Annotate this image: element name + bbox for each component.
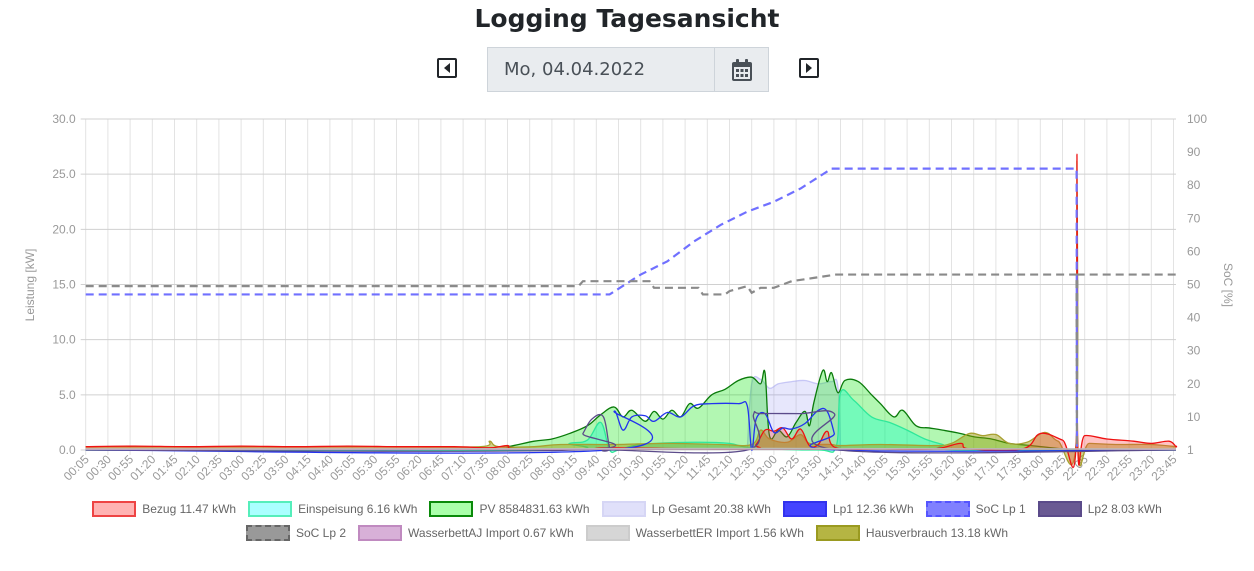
y2-tick-label: 100 bbox=[1187, 112, 1207, 126]
y2-axis-title: SoC [%] bbox=[1221, 263, 1235, 307]
series-soc-1-line bbox=[85, 167, 1079, 447]
legend-swatch bbox=[601, 501, 646, 517]
y-tick-label: 15.0 bbox=[52, 278, 76, 292]
series-einspeisung-area bbox=[85, 389, 1177, 453]
legend-item[interactable]: SoC Lp 1 bbox=[925, 501, 1026, 517]
calendar-icon bbox=[731, 58, 752, 81]
legend-label: Bezug 11.47 kWh bbox=[142, 502, 237, 516]
legend-swatch bbox=[245, 525, 290, 541]
legend-swatch bbox=[1037, 501, 1082, 517]
y2-tick-label: 1 bbox=[1187, 443, 1194, 457]
legend-label: PV 8584831.63 kWh bbox=[479, 502, 590, 516]
series-wasserbetter bbox=[85, 447, 1177, 450]
date-picker[interactable]: Mo, 04.04.2022 bbox=[487, 47, 769, 92]
series-pv-line bbox=[85, 369, 1177, 451]
next-day-button[interactable] bbox=[799, 58, 819, 78]
legend-label: WasserbettER Import 1.56 kWh bbox=[635, 526, 804, 540]
legend-item[interactable]: Hausverbrauch 13.18 kWh bbox=[815, 525, 1008, 541]
series-pv bbox=[85, 369, 1177, 451]
y-axis-title: Leistung [kW] bbox=[23, 249, 37, 322]
legend-swatch bbox=[925, 501, 970, 517]
legend-label: Lp Gesamt 20.38 kWh bbox=[651, 502, 771, 516]
power-chart: 00:0500:3000:5501:2001:4502:1002:3503:00… bbox=[23, 112, 1235, 483]
y2-tick-label: 60 bbox=[1187, 244, 1201, 258]
legend-item[interactable]: SoC Lp 2 bbox=[245, 525, 347, 541]
series-soc-2-line bbox=[85, 273, 1176, 447]
y2-tick-label: 20 bbox=[1187, 377, 1201, 391]
x-tick-label: 23:45 bbox=[1148, 452, 1179, 483]
legend-swatch bbox=[782, 501, 827, 517]
series-pv-area bbox=[85, 369, 1177, 451]
y-tick-label: 5.0 bbox=[59, 388, 76, 402]
series-lp-line bbox=[746, 375, 842, 451]
legend-row-1: Bezug 11.47 kWh Einspeisung 6.16 kWh PV 85… bbox=[0, 501, 1254, 517]
legend-label: Einspeisung 6.16 kWh bbox=[298, 502, 418, 516]
y2-tick-label: 40 bbox=[1187, 311, 1201, 325]
legend-swatch bbox=[429, 501, 474, 517]
legend-swatch bbox=[92, 501, 137, 517]
legend-item[interactable]: Lp Gesamt 20.38 kWh bbox=[601, 501, 771, 517]
legend-item[interactable]: Einspeisung 6.16 kWh bbox=[248, 501, 417, 517]
legend-swatch bbox=[815, 525, 860, 541]
y2-tick-label: 90 bbox=[1187, 145, 1201, 159]
legend-swatch bbox=[358, 525, 403, 541]
legend-label: Hausverbrauch 13.18 kWh bbox=[865, 526, 1008, 540]
legend-item[interactable]: Lp1 12.36 kWh bbox=[782, 501, 914, 517]
caret-right-icon bbox=[806, 63, 812, 73]
legend-label: Lp2 8.03 kWh bbox=[1087, 502, 1162, 516]
y-tick-label: 30.0 bbox=[52, 112, 76, 126]
y2-tick-label: 10 bbox=[1187, 410, 1201, 424]
legend-label: SoC Lp 1 bbox=[975, 502, 1026, 516]
legend-item[interactable]: WasserbettER Import 1.56 kWh bbox=[585, 525, 804, 541]
previous-day-button[interactable] bbox=[437, 58, 457, 78]
y2-tick-label: 50 bbox=[1187, 278, 1201, 292]
legend-row-2: SoC Lp 2 WasserbettAJ Import 0.67 kWh Wass… bbox=[0, 525, 1254, 541]
legend-label: SoC Lp 2 bbox=[295, 526, 347, 540]
calendar-button[interactable] bbox=[714, 48, 768, 91]
y-tick-label: 10.0 bbox=[52, 333, 76, 347]
series-soc-2 bbox=[85, 273, 1176, 447]
y-tick-label: 0.0 bbox=[59, 443, 76, 457]
page-title: Logging Tagesansicht bbox=[474, 4, 780, 33]
legend-swatch bbox=[248, 501, 293, 517]
legend-label: WasserbettAJ Import 0.67 kWh bbox=[408, 526, 574, 540]
y2-tick-label: 30 bbox=[1187, 344, 1201, 358]
y2-tick-label: 70 bbox=[1187, 211, 1201, 225]
y-tick-label: 25.0 bbox=[52, 167, 76, 181]
legend-item[interactable]: WasserbettAJ Import 0.67 kWh bbox=[358, 525, 574, 541]
y2-tick-label: 80 bbox=[1187, 178, 1201, 192]
series-soc-1 bbox=[85, 167, 1079, 447]
legend-swatch bbox=[585, 525, 630, 541]
series-wasserbetter-line bbox=[85, 447, 1177, 450]
legend-label: Lp1 12.36 kWh bbox=[832, 502, 914, 516]
legend-item[interactable]: Bezug 11.47 kWh bbox=[92, 501, 236, 517]
legend-item[interactable]: PV 8584831.63 kWh bbox=[429, 501, 590, 517]
date-input[interactable]: Mo, 04.04.2022 bbox=[504, 59, 646, 80]
y-tick-label: 20.0 bbox=[52, 222, 76, 236]
legend-item[interactable]: Lp2 8.03 kWh bbox=[1037, 501, 1162, 517]
caret-left-icon bbox=[444, 63, 450, 73]
